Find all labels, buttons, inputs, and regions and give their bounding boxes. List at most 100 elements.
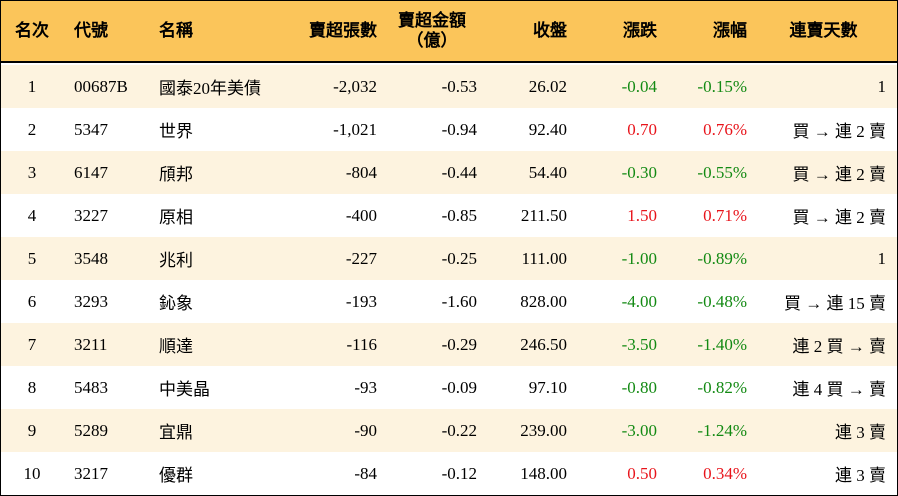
header-amount: 賣超金額 （億） — [387, 1, 477, 61]
cell-amount: -0.94 — [441, 119, 477, 139]
cell-code: 3548 — [74, 248, 108, 268]
header-rank: 名次 — [15, 21, 49, 40]
cell-rank: 5 — [27, 248, 37, 268]
header-days: 連賣天數 — [789, 21, 858, 40]
cell-days: 1 — [877, 248, 887, 268]
cell-rank: 6 — [27, 291, 37, 311]
table-row: 5 3548 兆利 -227 -0.25 111.00 -1.00 -0.89% 1 — [1, 237, 897, 280]
cell-rank: 3 — [27, 162, 37, 182]
cell-code: 5347 — [74, 119, 108, 139]
cell-rank: 4 — [27, 205, 37, 225]
cell-code: 3293 — [74, 291, 108, 311]
cell-pct: -0.15% — [697, 76, 747, 96]
cell-amount: -0.12 — [441, 463, 477, 483]
cell-code: 5483 — [74, 377, 108, 397]
cell-close: 54.40 — [528, 162, 567, 182]
cell-change: -0.30 — [621, 162, 657, 182]
cell-days: 1 — [877, 76, 887, 96]
table-row: 10 3217 優群 -84 -0.12 148.00 0.50 0.34% 連 3 賣 — [1, 452, 897, 495]
cell-rank: 9 — [27, 420, 37, 440]
cell-close: 148.00 — [520, 463, 567, 483]
cell-days: 連 2 買 → 賣 — [792, 337, 887, 356]
cell-change: 0.70 — [627, 119, 657, 139]
header-volume: 賣超張數 — [309, 21, 377, 40]
cell-change: -3.00 — [621, 420, 657, 440]
cell-code: 3227 — [74, 205, 108, 225]
cell-pct: -0.48% — [697, 291, 747, 311]
cell-volume: -90 — [354, 420, 377, 440]
cell-close: 828.00 — [520, 291, 567, 311]
cell-volume: -193 — [345, 291, 377, 311]
cell-name: 鈊象 — [159, 294, 193, 313]
header-code: 代號 — [74, 21, 108, 40]
cell-name: 優群 — [159, 466, 193, 485]
cell-close: 92.40 — [528, 119, 567, 139]
cell-change: -0.04 — [621, 76, 657, 96]
table-header: 名次 代號 名稱 賣超張數 賣超金額 （億） 收盤 漲跌 漲幅 連賣天數 — [1, 1, 897, 63]
cell-code: 3211 — [74, 334, 108, 354]
cell-code: 00687B — [74, 76, 128, 96]
header-amount-line1: 賣超金額 — [398, 11, 466, 30]
cell-name: 宜鼎 — [159, 423, 193, 442]
cell-name: 中美晶 — [159, 380, 210, 399]
cell-pct: 0.34% — [703, 463, 747, 483]
cell-code: 6147 — [74, 162, 108, 182]
cell-amount: -0.25 — [441, 248, 477, 268]
cell-volume: -2,032 — [333, 76, 377, 96]
cell-pct: -0.55% — [697, 162, 747, 182]
cell-volume: -116 — [346, 334, 377, 354]
cell-volume: -227 — [345, 248, 377, 268]
cell-pct: 0.71% — [703, 205, 747, 225]
cell-days: 連 3 賣 — [835, 423, 886, 442]
cell-amount: -0.09 — [441, 377, 477, 397]
cell-rank: 10 — [23, 463, 41, 483]
cell-days: 連 4 買 → 賣 — [792, 380, 887, 399]
cell-days: 買 → 連 2 賣 — [792, 165, 887, 184]
cell-rank: 2 — [27, 119, 37, 139]
cell-rank: 7 — [27, 334, 37, 354]
cell-change: -3.50 — [621, 334, 657, 354]
cell-volume: -93 — [354, 377, 377, 397]
cell-amount: -0.85 — [441, 205, 477, 225]
cell-close: 26.02 — [528, 76, 567, 96]
cell-change: -0.80 — [621, 377, 657, 397]
cell-code: 5289 — [74, 420, 108, 440]
cell-amount: -0.44 — [441, 162, 477, 182]
cell-days: 連 3 賣 — [835, 466, 886, 485]
table-row: 7 3211 順達 -116 -0.29 246.50 -3.50 -1.40% 連 2 買 →… — [1, 323, 897, 366]
cell-close: 211.50 — [520, 205, 567, 225]
header-pct: 漲幅 — [713, 21, 747, 40]
table-row: 1 00687B 國泰20年美債 -2,032 -0.53 26.02 -0.04 -0.15… — [1, 65, 897, 108]
cell-code: 3217 — [74, 463, 108, 483]
cell-rank: 8 — [27, 377, 37, 397]
cell-name: 世界 — [159, 122, 193, 141]
header-amount-line2: （億） — [406, 31, 458, 50]
header-name: 名稱 — [159, 21, 193, 40]
table-row: 6 3293 鈊象 -193 -1.60 828.00 -4.00 -0.48% 買 → 連 1… — [1, 280, 897, 323]
table-row: 9 5289 宜鼎 -90 -0.22 239.00 -3.00 -1.24% 連 3 賣 — [1, 409, 897, 452]
cell-pct: -0.89% — [697, 248, 747, 268]
header-change: 漲跌 — [623, 21, 657, 40]
cell-name: 頎邦 — [159, 165, 193, 184]
cell-change: 0.50 — [627, 463, 657, 483]
cell-close: 111.00 — [521, 248, 568, 268]
cell-amount: -0.29 — [441, 334, 477, 354]
table-row: 2 5347 世界 -1,021 -0.94 92.40 0.70 0.76% 買 → 連 2 … — [1, 108, 897, 151]
cell-close: 246.50 — [520, 334, 567, 354]
cell-name: 兆利 — [159, 251, 193, 270]
cell-name: 國泰20年美債 — [159, 79, 261, 98]
header-close: 收盤 — [533, 21, 567, 40]
cell-amount: -0.22 — [441, 420, 477, 440]
cell-name: 原相 — [159, 208, 193, 227]
cell-pct: -0.82% — [697, 377, 747, 397]
table-row: 8 5483 中美晶 -93 -0.09 97.10 -0.80 -0.82% 連 4 買 → … — [1, 366, 897, 409]
cell-pct: 0.76% — [703, 119, 747, 139]
table-row: 3 6147 頎邦 -804 -0.44 54.40 -0.30 -0.55% 買 → 連 2 … — [1, 151, 897, 194]
cell-change: -4.00 — [621, 291, 657, 311]
cell-amount: -0.53 — [441, 76, 477, 96]
cell-volume: -400 — [345, 205, 377, 225]
cell-rank: 1 — [27, 76, 37, 96]
cell-close: 97.10 — [528, 377, 567, 397]
cell-change: 1.50 — [627, 205, 657, 225]
